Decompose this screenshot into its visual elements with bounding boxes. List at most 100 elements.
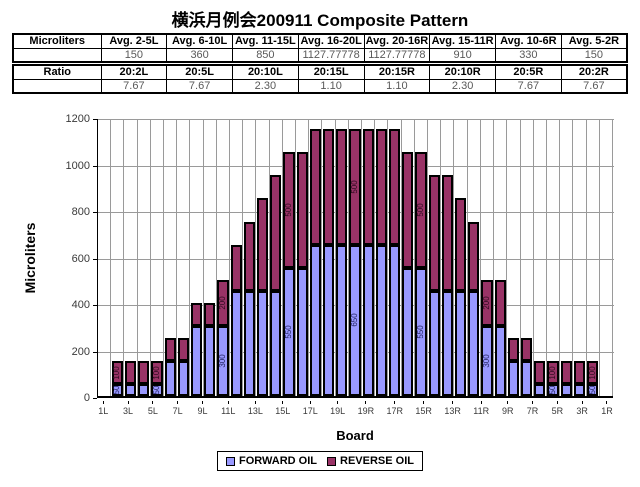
bar-slot-16R (402, 119, 415, 396)
bar-slot-3L (124, 119, 138, 396)
data-label: 50 (587, 385, 597, 395)
forward-oil-segment-2R: 50 (587, 384, 599, 396)
table-header-cell: Avg. 10-6R (495, 33, 562, 49)
ratio-table-body: Ratio 20:2L 20:5L 20:10L 20:15L 20:15R 20:10R 2… (12, 64, 628, 94)
x-tick-8R (514, 401, 526, 416)
forward-oil-segment-19R (362, 244, 374, 396)
forward-oil-segment-8R (507, 361, 519, 396)
forward-oil-segment-7L (177, 361, 189, 396)
data-label: 550 (415, 325, 425, 339)
forward-oil-segment-6R (534, 384, 546, 396)
plot-area: 100 50 100 50 200 300 500 550 500 650 500 550 200 300… (97, 119, 614, 398)
bar-slot-3R (573, 119, 587, 396)
bar-slot-18R (375, 119, 389, 396)
forward-oil-segment-15L: 550 (283, 268, 295, 396)
bar-slot-8L (190, 119, 204, 396)
table-value-cell (12, 78, 102, 94)
x-tick-16R (403, 401, 415, 416)
x-tick-9R: 9R (502, 401, 514, 416)
bar-slot-11R (468, 119, 481, 396)
forward-oil-segment-18L (322, 244, 335, 396)
microliters-table-body: Microliters Avg. 2-5L Avg. 6-10L Avg. 11-15… (12, 33, 628, 63)
x-tick-6R (539, 401, 551, 416)
x-tick-14L (263, 401, 275, 416)
bar-slot-19R (362, 119, 376, 396)
bar-slot-14R (428, 119, 442, 396)
bar-slot-6R (534, 119, 547, 396)
table-header-cell: 20:5R (495, 64, 562, 80)
bar-slot-5L: 100 50 (151, 119, 165, 396)
data-label: 500 (283, 203, 293, 217)
x-tick-11L: 11L (221, 401, 235, 416)
table-header-cell: Avg. 20-16R (363, 33, 431, 49)
reverse-oil-segment-5R: 100 (547, 361, 559, 385)
forward-oil-segment-9L (204, 326, 216, 396)
y-tick-mark (93, 398, 97, 399)
reverse-oil-segment-12R (454, 198, 467, 292)
bar-slot-4L (138, 119, 151, 396)
reverse-oil-segment-11L (230, 244, 242, 292)
reverse-oil-segment-3L (124, 361, 137, 385)
table-header-cell: 20:15R (363, 64, 431, 80)
y-tick-label: 200 (71, 345, 90, 358)
x-tick-3L: 3L (122, 401, 134, 416)
table-value-cell: 1.10 (297, 78, 365, 94)
data-label: 100 (112, 366, 122, 380)
forward-oil-segment-12R (454, 291, 467, 396)
forward-oil-segment-4R (560, 384, 572, 396)
table-value-cell: 7.67 (560, 78, 628, 94)
x-axis-title: Board (336, 428, 374, 443)
bar-slot-11L (230, 119, 244, 396)
forward-oil-segment-3R (573, 384, 586, 396)
bar-slot-7R (521, 119, 534, 396)
bar-slot-15L: 500 550 (283, 119, 297, 396)
reverse-oil-segment-16R (402, 151, 414, 269)
reverse-oil-segment-15L: 500 (283, 151, 295, 269)
y-tick-label: 800 (71, 206, 90, 218)
y-tick-label: 1200 (65, 113, 90, 125)
x-tick-7L: 7L (171, 401, 183, 416)
x-tick-9L: 9L (196, 401, 208, 416)
bar-slot-6L (164, 119, 178, 396)
table-header-cell: 20:2L (100, 64, 168, 80)
reverse-oil-segment-13R (441, 175, 453, 292)
bar-slot-8R (507, 119, 521, 396)
forward-oil-segment-4L (138, 384, 150, 396)
x-tick-18R (374, 401, 386, 416)
data-label: 300 (217, 354, 227, 368)
legend-forward-label: FORWARD OIL (239, 455, 318, 467)
forward-oil-segment-11L (230, 291, 242, 396)
forward-oil-swatch-icon (226, 456, 235, 466)
bar-slot-13R (441, 119, 455, 396)
reverse-oil-segment-17R (388, 128, 401, 245)
x-tick-1R: 1R (601, 401, 613, 416)
reverse-oil-segment-2L: 100 (111, 361, 123, 385)
reverse-oil-segment-6R (534, 361, 546, 385)
reverse-oil-segment-17L (309, 128, 321, 245)
reverse-oil-segment-4L (138, 361, 150, 385)
y-tick-mark (93, 119, 97, 120)
table-header-cell: 20:5L (166, 64, 233, 80)
bar-slot-18L (322, 119, 336, 396)
bar-slot-14L (270, 119, 283, 396)
bar-slot-20: 500 650 (349, 119, 363, 396)
data-label: 100 (548, 366, 557, 380)
table-header-cell: 20:15L (297, 64, 365, 80)
y-tick-label: 600 (71, 252, 90, 265)
bar-slot-4R (560, 119, 574, 396)
reverse-oil-segment-18R (375, 128, 387, 245)
reverse-oil-segment-14R (428, 175, 440, 292)
reverse-oil-segment-3R (573, 361, 586, 385)
table-header-cell: Ratio (12, 64, 102, 80)
data-label: 50 (112, 385, 122, 395)
y-tick-mark (93, 165, 97, 167)
legend-reverse-label: REVERSE OIL (340, 455, 414, 467)
x-tick-4R (564, 401, 576, 416)
reverse-oil-segment-6L (164, 337, 176, 362)
x-tick-8L (184, 401, 196, 416)
reverse-oil-segment-5L: 100 (151, 361, 163, 385)
data-label: 500 (415, 203, 425, 217)
bar-slot-13L (256, 119, 270, 396)
x-tick-12R (461, 401, 473, 416)
bar-slot-16L (296, 119, 310, 396)
